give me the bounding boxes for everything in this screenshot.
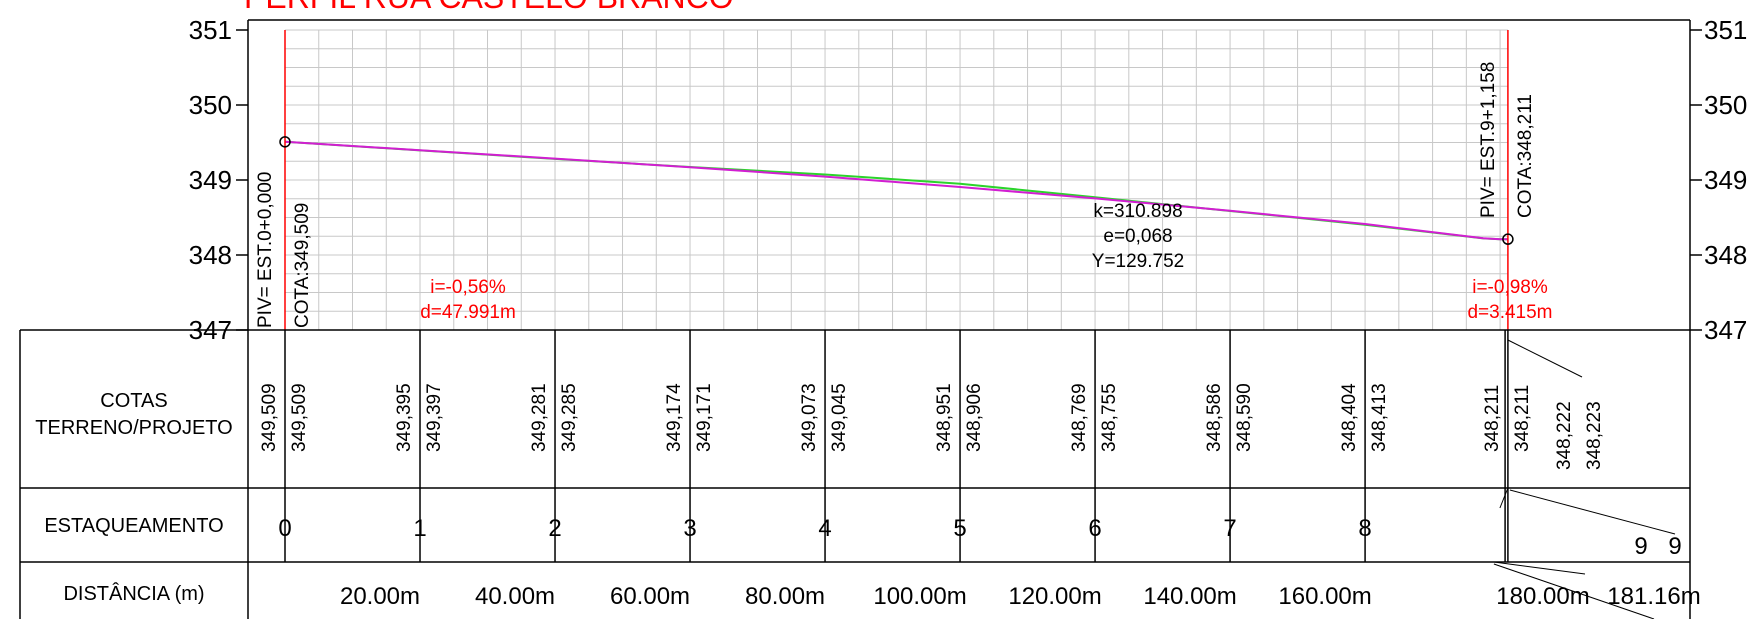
curve-info-label: k=310.898 <box>1093 201 1182 222</box>
station-number: 0 <box>278 515 291 542</box>
station-number: 1 <box>413 515 426 542</box>
piv-cota-label: COTA:349,509 <box>292 203 313 328</box>
series-line-projeto <box>284 140 1508 241</box>
curve-info-label: Y=129.752 <box>1092 251 1184 272</box>
y-tick-label-right: 350 <box>1704 90 1747 120</box>
piv-cota-label: COTA:348,211 <box>1515 94 1536 218</box>
station-number: 2 <box>548 515 561 542</box>
cota-terreno-label: 349,281 <box>529 383 550 452</box>
distance-label: 181.16m <box>1607 583 1700 610</box>
station-table: COTAS TERRENO/PROJETO ESTAQUEAMENTO DISTÂNC… <box>19 329 1701 619</box>
cota-terreno-label: 349,174 <box>664 383 685 452</box>
piv-label: PIV= EST.0+0,000 <box>255 172 276 328</box>
y-tick-label-right: 347 <box>1704 315 1747 345</box>
grade-distance-label: d=3.415m <box>1467 302 1552 323</box>
station-number: 9 <box>1668 533 1681 560</box>
station-number: 6 <box>1088 515 1101 542</box>
cota-projeto-label: 349,171 <box>694 383 715 452</box>
distance-label: 60.00m <box>610 583 690 610</box>
y-tick-label-left: 350 <box>189 90 232 120</box>
cota-projeto-label: 348,755 <box>1099 383 1120 452</box>
grade-label: i=-0,98% <box>1472 277 1548 298</box>
cota-projeto-label: 349,285 <box>559 383 580 452</box>
cota-terreno-label: 348,951 <box>934 383 955 452</box>
profile-series <box>284 140 1508 241</box>
cota-projeto-label: 349,045 <box>829 383 850 452</box>
cota-projeto-label: 348,906 <box>964 383 985 452</box>
distance-label: 40.00m <box>475 583 555 610</box>
leader-line <box>1499 487 1509 509</box>
station-number: 8 <box>1358 515 1371 542</box>
y-tick-label-right: 348 <box>1704 240 1747 270</box>
cota-projeto-label: 348,211 <box>1512 385 1533 452</box>
station-number: 9 <box>1634 533 1647 560</box>
station-number: 5 <box>953 515 966 542</box>
piv-label: PIV= EST.9+1,158 <box>1478 62 1499 218</box>
y-tick-label-left: 348 <box>189 240 232 270</box>
row-label-cotas: COTAS <box>100 390 167 412</box>
leader-line <box>1507 339 1583 378</box>
leader-line <box>1493 561 1586 575</box>
y-tick-label-left: 349 <box>189 165 232 195</box>
station-number: 3 <box>683 515 696 542</box>
row-label-estaqueamento: ESTAQUEAMENTO <box>44 515 223 537</box>
row-label-cotas-sub: TERRENO/PROJETO <box>35 417 232 439</box>
distance-label: 140.00m <box>1143 583 1236 610</box>
distance-label: 20.00m <box>340 583 420 610</box>
distance-label: 100.00m <box>873 583 966 610</box>
cota-projeto-label: 348,413 <box>1369 383 1390 452</box>
cota-terreno-label: 348,769 <box>1069 383 1090 452</box>
distance-label: 160.00m <box>1278 583 1371 610</box>
cota-terreno-label: 349,509 <box>259 383 280 452</box>
station-number: 7 <box>1223 515 1236 542</box>
y-tick-label-right: 349 <box>1704 165 1747 195</box>
cota-projeto-label: 349,397 <box>424 383 445 452</box>
leader-line <box>1509 489 1676 535</box>
distance-label: 80.00m <box>745 583 825 610</box>
piv-marker <box>279 136 291 148</box>
cota-terreno-label: 348,222 <box>1554 401 1575 470</box>
piv-marker <box>1502 233 1514 245</box>
annotations: PIV= EST.0+0,000 COTA:349,509 PIV= EST.9+1… <box>255 30 1553 330</box>
y-tick-label-right: 351 <box>1704 15 1747 45</box>
chart-title: PERFIL RUA CASTELO BRANCO <box>244 0 734 15</box>
series-line-terreno <box>284 140 1508 241</box>
cota-projeto-label: 348,590 <box>1234 383 1255 452</box>
cota-terreno-label: 348,211 <box>1482 385 1503 452</box>
curve-info-label: e=0,068 <box>1103 226 1172 247</box>
cota-projeto-label: 349,509 <box>289 383 310 452</box>
cota-terreno-label: 348,586 <box>1204 383 1225 452</box>
plot-frame <box>247 19 1691 330</box>
distance-label: 120.00m <box>1008 583 1101 610</box>
distance-label: 180.00m <box>1496 583 1589 610</box>
row-label-distancia: DISTÂNCIA (m) <box>63 582 204 605</box>
grade-distance-label: d=47.991m <box>420 302 516 323</box>
grade-label: i=-0,56% <box>430 277 506 298</box>
y-tick-label-left: 351 <box>189 15 232 45</box>
cota-terreno-label: 349,395 <box>394 383 415 452</box>
cota-terreno-label: 349,073 <box>799 383 820 452</box>
cota-projeto-label: 348,223 <box>1584 401 1605 470</box>
station-number: 4 <box>818 515 831 542</box>
cota-terreno-label: 348,404 <box>1339 383 1360 452</box>
leader-line <box>1493 563 1655 619</box>
